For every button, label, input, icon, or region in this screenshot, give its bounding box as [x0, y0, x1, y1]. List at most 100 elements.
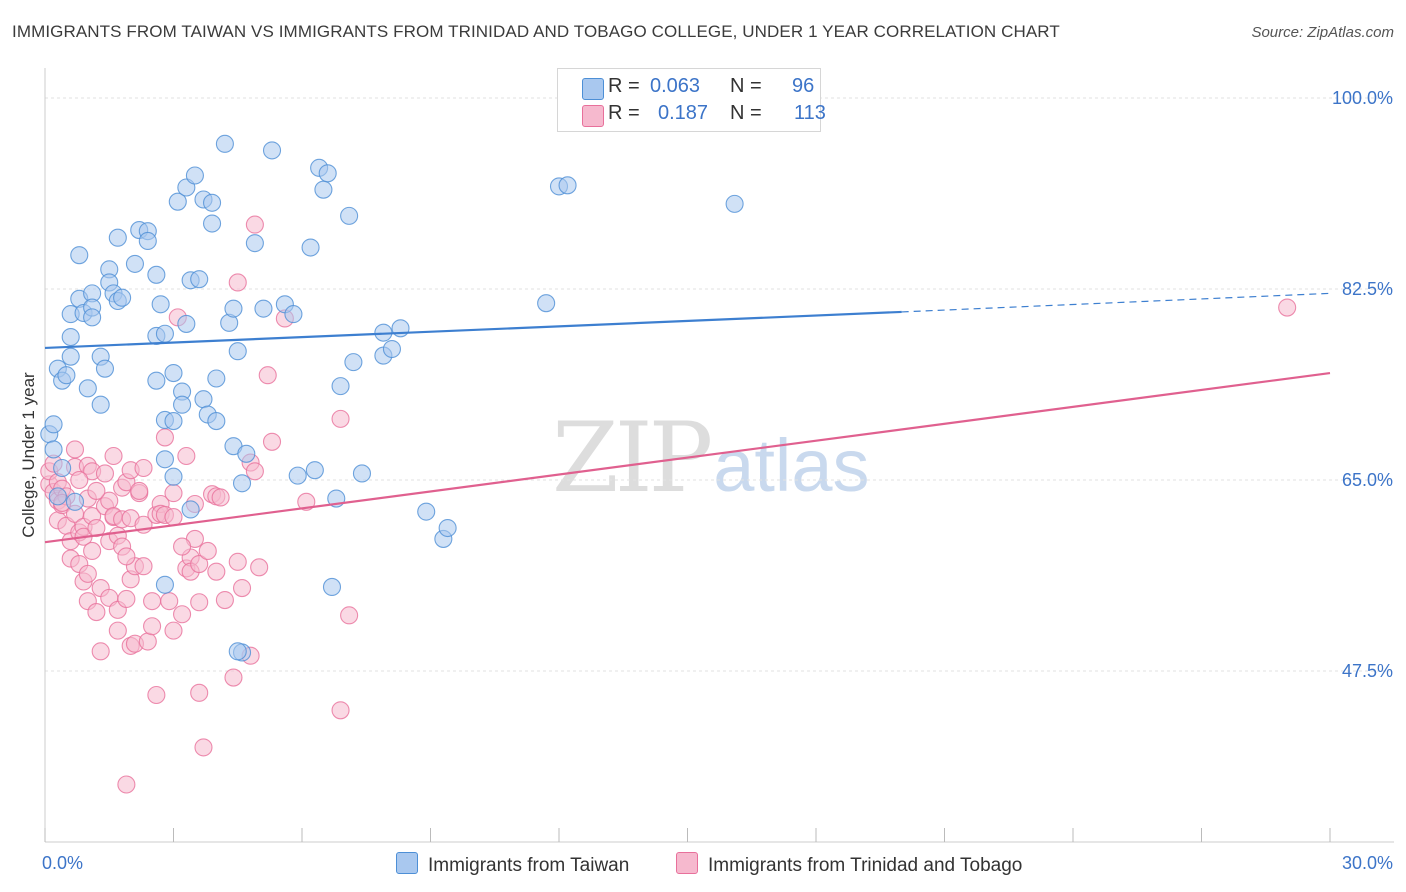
point-taiwan [147, 265, 166, 284]
trend-line-trinidad [44, 371, 1331, 544]
x-tick-label-min: 0.0% [42, 853, 83, 873]
point-trinidad [190, 593, 209, 612]
point-taiwan [207, 412, 226, 431]
point-trinidad [224, 668, 243, 687]
point-trinidad [134, 458, 153, 478]
point-taiwan [322, 577, 342, 597]
legend-n-label: N = [730, 75, 762, 97]
y-tick-label: 47.5% [1342, 661, 1393, 681]
point-taiwan [78, 379, 97, 398]
x-tick-label-max: 30.0% [1342, 853, 1393, 873]
point-trinidad [134, 557, 153, 576]
point-taiwan [207, 369, 226, 388]
point-taiwan [237, 444, 256, 463]
point-trinidad [194, 738, 213, 757]
point-taiwan [151, 295, 170, 314]
point-taiwan [44, 415, 63, 434]
point-trinidad [70, 470, 89, 490]
point-taiwan [65, 492, 85, 511]
point-trinidad [78, 564, 97, 583]
point-taiwan [91, 395, 110, 414]
point-trinidad [262, 432, 282, 451]
point-taiwan [224, 299, 243, 318]
point-taiwan [301, 238, 320, 257]
point-taiwan [382, 339, 402, 359]
point-trinidad [143, 617, 162, 636]
point-taiwan [57, 366, 76, 385]
point-taiwan [108, 228, 127, 247]
point-trinidad [258, 366, 277, 385]
point-taiwan [177, 314, 196, 333]
point-trinidad [173, 605, 192, 624]
point-taiwan [173, 395, 192, 414]
legend-r-label: R = [608, 75, 640, 97]
point-trinidad [95, 464, 115, 483]
point-trinidad [215, 591, 234, 610]
point-taiwan [558, 176, 577, 195]
bottom-legend-label-trinidad: Immigrants from Trinidad and Tobago [708, 855, 1023, 876]
legend-r-value: 0.187 [658, 102, 709, 124]
point-taiwan [417, 502, 436, 521]
bottom-legend-swatch-taiwan [396, 852, 418, 874]
legend-n-label: N = [730, 102, 762, 124]
point-trinidad [245, 215, 264, 234]
point-taiwan [331, 377, 350, 396]
point-taiwan [48, 487, 67, 506]
point-trinidad [117, 547, 136, 566]
point-trinidad [87, 603, 106, 622]
bottom-legend-taiwan: Immigrants from Taiwan [396, 852, 629, 877]
chart-title: IMMIGRANTS FROM TAIWAN VS IMMIGRANTS FRO… [12, 22, 1060, 41]
bottom-legend-swatch-trinidad [676, 852, 698, 874]
legend-swatch-taiwan [582, 78, 604, 100]
y-tick-label: 65.0% [1342, 470, 1393, 490]
point-trinidad [198, 541, 217, 560]
point-trinidad [232, 579, 252, 598]
trend-lines [44, 292, 1331, 544]
legend-r-label: R = [608, 102, 640, 124]
point-trinidad [164, 484, 183, 503]
point-taiwan [155, 324, 174, 343]
point-taiwan [70, 246, 89, 265]
point-taiwan [44, 440, 63, 459]
legend-n-value: 96 [792, 75, 815, 97]
point-taiwan [125, 254, 144, 273]
point-trinidad [297, 492, 316, 511]
tick-labels: 47.5% 65.0% 82.5% 100.0% 0.0% 30.0% [42, 88, 1393, 873]
point-taiwan [344, 353, 363, 372]
point-taiwan [245, 234, 264, 253]
point-taiwan [284, 305, 303, 324]
y-tick-label: 82.5% [1342, 279, 1393, 299]
correlation-legend: R = 0.063 N = 96 R = 0.187 N = 113 [557, 68, 826, 132]
point-taiwan [181, 500, 200, 519]
point-taiwan [215, 134, 234, 153]
legend-swatch-trinidad [582, 105, 604, 127]
point-taiwan [725, 194, 744, 213]
point-taiwan [203, 193, 222, 212]
point-trinidad [164, 621, 183, 640]
point-taiwan [155, 575, 174, 594]
point-trinidad [130, 481, 149, 500]
point-trinidad [211, 488, 230, 507]
source-label: Source: ZipAtlas.com [1251, 24, 1394, 41]
point-taiwan [340, 206, 359, 225]
point-taiwan [314, 180, 333, 199]
point-trinidad [117, 589, 136, 609]
point-taiwan [164, 363, 183, 383]
bottom-legend-trinidad: Immigrants from Trinidad and Tobago [676, 852, 1022, 877]
point-taiwan [190, 270, 209, 289]
point-trinidad [228, 552, 247, 571]
point-taiwan [228, 642, 247, 661]
point-trinidad [190, 683, 209, 702]
point-taiwan [61, 347, 80, 366]
point-trinidad [143, 592, 162, 611]
point-taiwan [147, 371, 166, 390]
point-taiwan [95, 359, 115, 378]
point-trinidad [147, 685, 166, 705]
y-axis-label: College, Under 1 year [19, 372, 38, 538]
point-taiwan [262, 141, 282, 160]
point-trinidad [340, 606, 359, 625]
point-taiwan [203, 214, 222, 233]
point-taiwan [438, 518, 457, 538]
point-trinidad [207, 562, 226, 581]
